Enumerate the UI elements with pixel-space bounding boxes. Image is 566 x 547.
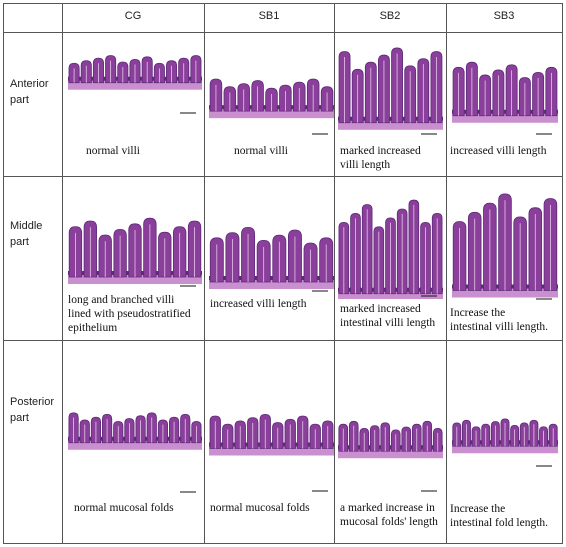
mucosa-band xyxy=(452,443,558,454)
row-header-middle: Middle part xyxy=(10,220,43,248)
caption-anterior-sb1: normal villi xyxy=(234,145,288,157)
caption-middle-sb1: increased villi length xyxy=(210,298,307,310)
caption-posterior-sb3: Increase the intestinal fold length. xyxy=(450,503,549,529)
grid-line xyxy=(62,4,63,543)
mucosa-band xyxy=(338,290,443,299)
row-header-posterior: Posterior part xyxy=(10,396,55,424)
caption-anterior-sb2: marked increased villi length xyxy=(340,145,421,171)
micrograph-middle-sb1 xyxy=(209,214,334,294)
micrograph-middle-cg xyxy=(68,209,202,289)
micrograph-middle-sb3 xyxy=(452,187,558,302)
grid-line xyxy=(4,340,562,341)
micrograph-anterior-sb1 xyxy=(209,69,334,137)
mucosa-band xyxy=(338,119,443,130)
column-header-sb2: SB2 xyxy=(379,10,401,22)
mucosa-band xyxy=(338,448,443,459)
mucosa-band xyxy=(209,279,334,289)
grid-line xyxy=(4,32,562,33)
grid-line xyxy=(334,4,335,543)
micrograph-anterior-sb2 xyxy=(338,42,443,137)
mucosa-band xyxy=(68,439,202,450)
mucosa-band xyxy=(68,274,202,284)
micrograph-posterior-sb1 xyxy=(209,364,334,494)
column-header-cg: CG xyxy=(124,10,142,22)
mucosa-band xyxy=(209,108,334,119)
figure-table: CG SB1 SB2 SB3 Anterior part Middle part… xyxy=(3,3,563,544)
micrograph-posterior-sb2 xyxy=(338,399,443,494)
caption-middle-sb3: Increase the intestinal villi length. xyxy=(450,307,549,333)
caption-middle-cg: long and branched villi lined with pseud… xyxy=(68,294,191,334)
grid-line xyxy=(204,4,205,543)
caption-posterior-cg: normal mucosal folds xyxy=(74,502,174,514)
mucosa-band xyxy=(209,445,334,456)
caption-anterior-cg: normal villi xyxy=(86,145,140,157)
micrograph-posterior-sb3 xyxy=(452,404,558,469)
micrograph-anterior-sb3 xyxy=(452,52,558,137)
micrograph-middle-sb2 xyxy=(338,194,443,299)
column-header-sb3: SB3 xyxy=(493,10,515,22)
mucosa-band xyxy=(452,287,558,298)
micrograph-posterior-cg xyxy=(68,400,202,495)
mucosa-band xyxy=(452,112,558,123)
row-header-anterior: Anterior part xyxy=(10,78,49,106)
caption-middle-sb2: marked increased intestinal villi length xyxy=(340,303,436,329)
grid-line xyxy=(446,4,447,543)
caption-posterior-sb1: normal mucosal folds xyxy=(210,502,310,514)
column-header-sb1: SB1 xyxy=(258,10,280,22)
caption-anterior-sb3: increased villi length xyxy=(450,145,547,157)
caption-posterior-sb2: a marked increase in mucosal folds' leng… xyxy=(340,502,438,528)
mucosa-band xyxy=(68,79,202,90)
grid-line xyxy=(4,176,562,177)
micrograph-anterior-cg xyxy=(68,42,202,116)
